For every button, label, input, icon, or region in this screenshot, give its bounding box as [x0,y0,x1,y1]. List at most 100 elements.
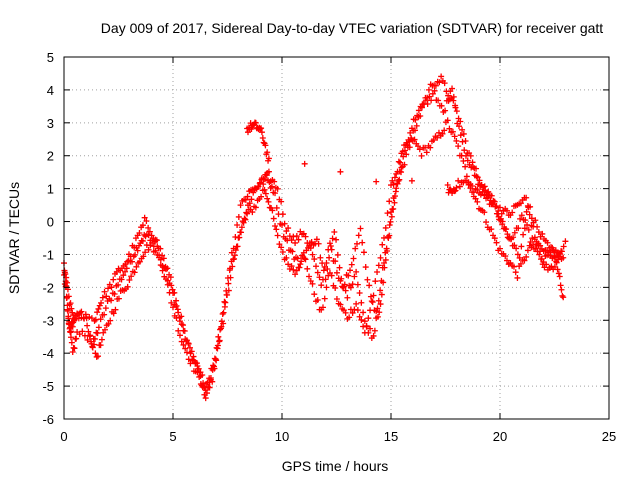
data-point [460,130,467,137]
data-point [435,129,442,136]
data-point [560,243,567,250]
data-point [101,326,108,333]
data-point [136,230,143,237]
x-tick-label: 15 [384,429,398,444]
data-point [168,299,175,306]
data-point [357,225,364,232]
data-point [441,80,448,87]
data-point [560,254,567,261]
y-tick-label: -3 [42,313,54,328]
data-point [234,221,241,228]
data-point [395,158,402,165]
data-point [511,242,518,249]
data-point [342,287,349,294]
data-point [353,268,360,275]
data-point [111,291,118,298]
data-point [464,157,471,164]
data-point [558,286,565,293]
data-point [73,335,80,342]
data-point [352,245,359,252]
data-point [311,256,318,263]
data-point [483,219,490,226]
data-point [234,243,241,250]
data-point [200,383,207,390]
data-point [509,209,516,216]
data-point [110,310,117,317]
data-point [237,202,244,209]
data-point [102,305,109,312]
data-point [178,338,185,345]
data-point [275,211,282,218]
data-point [258,129,265,136]
data-point [108,297,115,304]
data-point [261,176,268,183]
data-point [319,304,326,311]
data-point [157,262,164,269]
plot-frame [63,56,610,420]
data-point [424,94,431,101]
data-point [103,293,110,300]
data-point [283,254,290,261]
data-point [337,168,344,175]
data-point [298,258,305,265]
data-point [462,138,469,145]
data-point [479,188,486,195]
y-axis-label: SDTVAR / TECUs [6,182,22,294]
data-point [185,340,192,347]
data-point [555,270,562,277]
data-point [238,229,245,236]
data-point [323,284,330,291]
data-point [463,173,470,180]
data-point [403,151,410,158]
data-point [188,348,195,355]
data-point [562,238,569,245]
data-point [278,198,285,205]
data-point [336,264,343,271]
data-point [259,135,266,142]
data-point [265,198,272,205]
data-point [384,210,391,217]
data-point [89,344,96,351]
data-point [503,257,510,264]
data-point [531,236,538,243]
data-point [499,221,506,228]
data-point [290,266,297,273]
data-point [387,218,394,225]
y-tick-label: 5 [47,50,54,65]
data-point [559,292,566,299]
data-point [84,322,91,329]
data-point [396,176,403,183]
data-point [159,267,166,274]
data-point [340,284,347,291]
data-point [108,284,115,291]
data-point [105,285,112,292]
data-point [95,305,102,312]
data-point [498,210,505,217]
data-point [416,146,423,153]
data-point [285,261,292,268]
data-point [221,303,228,310]
data-point [182,345,189,352]
data-point [173,302,180,309]
data-point [91,341,98,348]
data-point [398,169,405,176]
data-point [317,254,324,261]
data-point [388,213,395,220]
data-point [413,122,420,129]
data-point [95,353,102,360]
x-tick-label: 20 [493,429,507,444]
data-point [503,207,510,214]
data-point [456,123,463,130]
data-point [187,344,194,351]
data-point [217,326,224,333]
data-point [367,325,374,332]
data-point [147,242,154,249]
data-point [231,255,238,262]
data-point [389,206,396,213]
data-point [98,299,105,306]
data-point [435,97,442,104]
data-point [441,127,448,134]
y-tick-label: 0 [47,215,54,230]
data-point [388,209,394,216]
data-point [518,243,525,250]
